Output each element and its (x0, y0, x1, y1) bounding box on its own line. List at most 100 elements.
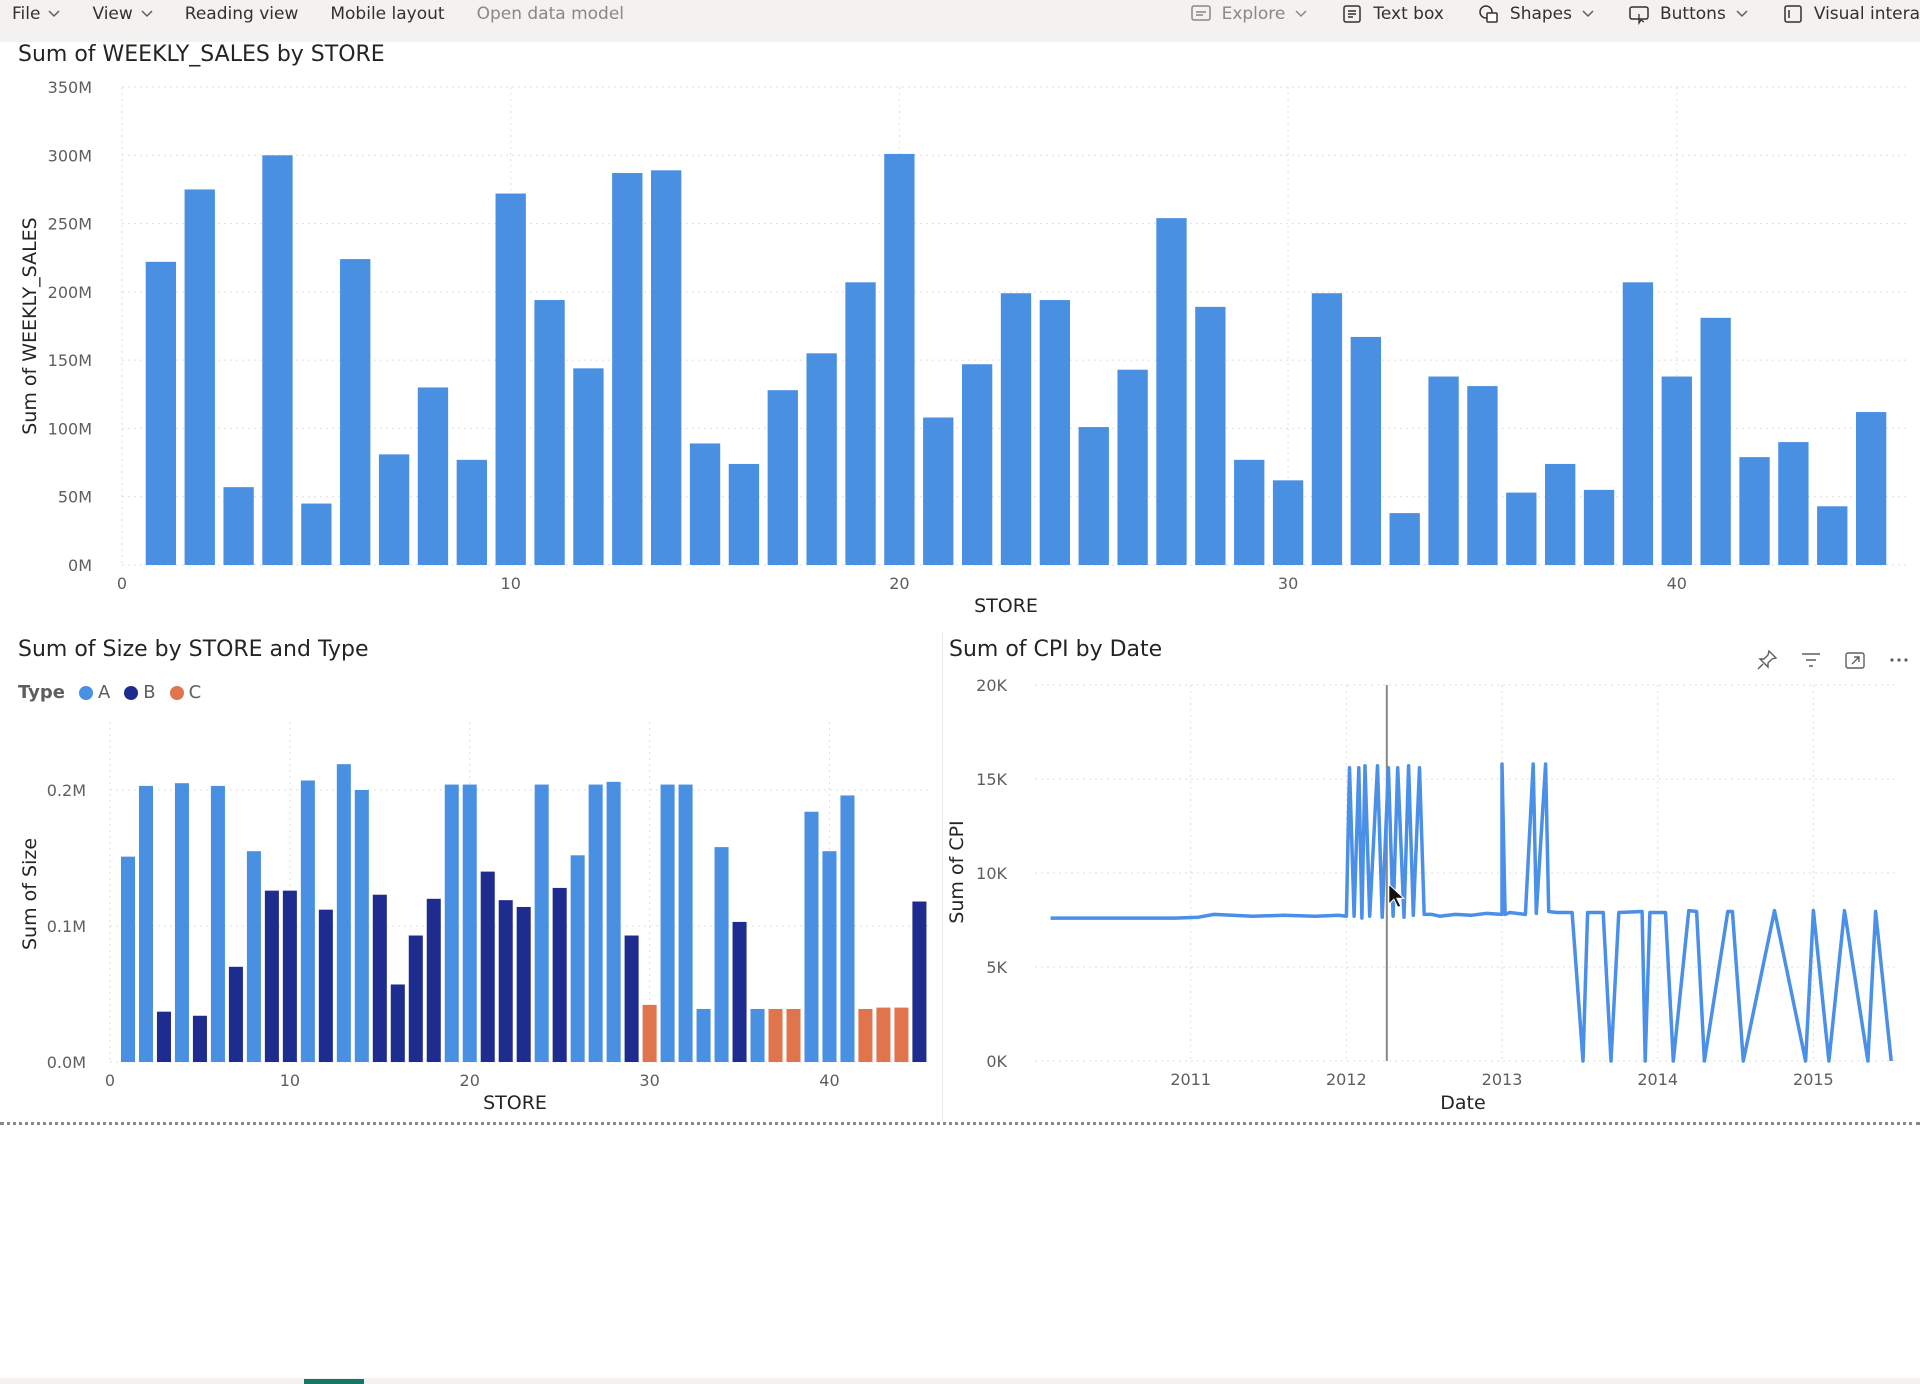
bar (1778, 442, 1809, 565)
legend-entry-a[interactable]: A (78, 682, 110, 703)
bar (1078, 427, 1109, 565)
buttons-button[interactable]: Buttons (1628, 3, 1748, 25)
legend-title: Type (18, 682, 65, 703)
legend-label-c: C (188, 682, 202, 703)
bar (262, 155, 293, 565)
open-data-model-button[interactable]: Open data model (477, 4, 624, 24)
y-tick-label: 15K (976, 770, 1007, 789)
chevron-down-icon (1582, 10, 1594, 18)
visual-interactions-label: Visual intera (1813, 4, 1920, 24)
bar (612, 173, 643, 566)
bar (444, 784, 459, 1062)
menu-left: File View Reading view Mobile layout Ope… (12, 0, 656, 28)
bar (714, 847, 729, 1062)
bar (588, 784, 603, 1062)
pin-icon[interactable] (1755, 648, 1779, 672)
active-page-tab-indicator[interactable] (304, 1379, 364, 1384)
bar (174, 783, 189, 1062)
bar (689, 443, 721, 565)
shapes-button[interactable]: Shapes (1478, 3, 1594, 25)
y-tick-label: 50M (58, 488, 92, 507)
bar (651, 170, 682, 565)
sales-by-store-visual[interactable]: Sum of WEEKLY_SALES by STORE 0M 50M 100M 15… (0, 42, 1920, 632)
bar (516, 906, 531, 1062)
buttons-label: Buttons (1660, 4, 1726, 24)
bar (806, 353, 837, 565)
bar (1661, 376, 1692, 565)
bar (1428, 376, 1459, 565)
bar (573, 368, 604, 565)
visual-interactions-button[interactable]: Visual intera (1782, 3, 1920, 25)
sales-bar-chart: 0M 50M 100M 150M 200M 250M 300M 350M 0 10 20 30 40 ST… (19, 78, 1910, 617)
bar (462, 784, 477, 1062)
x-tick-label: 2011 (1170, 1070, 1211, 1089)
cpi-line-chart: 0K 5K 10K 15K 20K 2011 2012 2013 2014 2015 Date Sum… (946, 676, 1899, 1114)
bar (923, 417, 954, 565)
bar (1311, 293, 1343, 565)
bar (534, 300, 565, 565)
bar (495, 193, 526, 566)
filter-icon[interactable] (1799, 648, 1823, 672)
bar (354, 790, 369, 1062)
bar (1700, 317, 1731, 565)
bar (120, 856, 136, 1062)
bar (750, 1008, 765, 1062)
shapes-icon (1479, 5, 1498, 23)
bar (858, 1008, 873, 1062)
bar (498, 900, 513, 1062)
y-tick-label: 10K (976, 864, 1007, 883)
bar (1545, 463, 1576, 565)
y-tick-label: 350M (48, 78, 92, 97)
bar (1583, 489, 1615, 565)
bar (1117, 369, 1148, 565)
bar (840, 795, 855, 1062)
file-menu[interactable]: File (12, 4, 60, 24)
explore-label: Explore (1221, 4, 1286, 24)
bar (1234, 459, 1265, 565)
bar (246, 851, 261, 1062)
text-box-label: Text box (1373, 4, 1444, 24)
y-tick-label: 0.0M (47, 1053, 86, 1072)
bar (786, 1008, 801, 1062)
bar (1506, 492, 1537, 565)
bar (417, 387, 449, 565)
bar (1000, 293, 1032, 565)
legend-entry-b[interactable]: B (124, 682, 156, 703)
size-by-store-type-visual[interactable]: Sum of Size by STORE and Type Type A B C… (0, 632, 940, 1122)
legend-entry-c[interactable]: C (169, 682, 202, 703)
y-tick-label: 150M (48, 351, 92, 370)
chevron-down-icon (141, 10, 153, 18)
chevron-down-icon (1295, 10, 1307, 18)
x-axis-title: STORE (483, 1092, 547, 1114)
bar (336, 764, 351, 1062)
x-tick-label: 2015 (1793, 1070, 1834, 1089)
more-options-icon[interactable] (1887, 648, 1911, 672)
toolbar: Explore Text box Shapes Buttons Visual i… (1190, 0, 1920, 28)
bar (961, 364, 993, 565)
mobile-layout-label: Mobile layout (330, 4, 445, 24)
cpi-by-date-visual[interactable]: Sum of CPI by Date 0K 5K 10K 15K 20K 2011 2012… (942, 632, 1920, 1122)
bar (768, 1008, 783, 1062)
y-tick-label: 0.2M (47, 781, 86, 800)
bar (192, 1015, 207, 1062)
y-tick-label: 5K (986, 958, 1007, 977)
bar (884, 153, 915, 566)
view-menu[interactable]: View (92, 4, 153, 24)
focus-mode-icon[interactable] (1843, 648, 1867, 672)
bar (1855, 412, 1887, 565)
bar (534, 784, 549, 1062)
reading-view-label: Reading view (184, 4, 299, 24)
cpi-chart-title: Sum of CPI by Date (949, 637, 1163, 662)
text-box-button[interactable]: Text box (1341, 3, 1444, 25)
explore-button[interactable]: Explore (1190, 3, 1308, 25)
bar (1622, 282, 1654, 565)
x-tick-label: 0 (105, 1071, 115, 1090)
page-tab-strip (0, 1378, 1920, 1384)
reading-view-button[interactable]: Reading view (185, 4, 299, 24)
mobile-layout-button[interactable]: Mobile layout (330, 4, 444, 24)
x-tick-label: 40 (1667, 574, 1687, 593)
bar (660, 784, 675, 1062)
bar (552, 887, 567, 1062)
bar (696, 1008, 711, 1062)
bar (876, 1007, 891, 1062)
